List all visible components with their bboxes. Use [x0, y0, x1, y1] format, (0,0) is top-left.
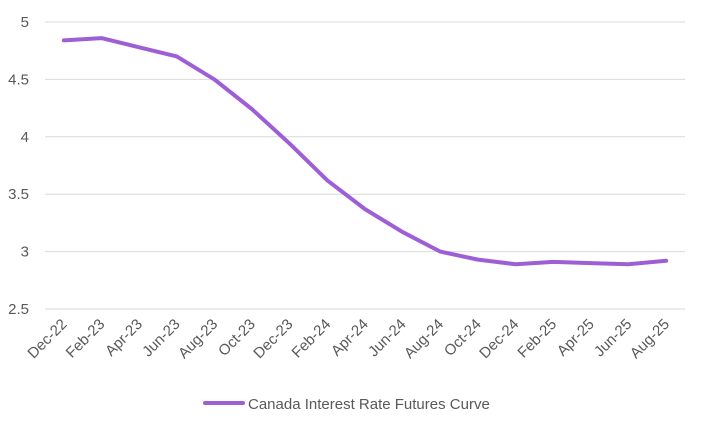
x-tick-label: Apr-24 — [328, 316, 372, 360]
x-tick-label: Jun-24 — [365, 316, 409, 360]
y-tick-label: 3.5 — [8, 186, 29, 203]
x-tick-label: Feb-24 — [289, 316, 335, 362]
x-tick-label: Aug-23 — [175, 316, 221, 362]
y-tick-label: 2.5 — [8, 301, 29, 318]
x-tick-label: Dec-24 — [476, 316, 522, 362]
y-tick-label: 3 — [21, 244, 29, 261]
y-tick-label: 4 — [21, 129, 29, 146]
x-tick-label: Apr-25 — [554, 316, 598, 360]
x-tick-label: Dec-22 — [24, 316, 70, 362]
x-tick-label: Jun-23 — [139, 316, 183, 360]
y-tick-label: 4.5 — [8, 71, 29, 88]
data-line — [61, 36, 669, 267]
legend-label: Canada Interest Rate Futures Curve — [248, 396, 490, 413]
x-tick-label: Dec-23 — [250, 316, 296, 362]
x-tick-label: Feb-23 — [63, 316, 109, 362]
x-tick-label: Feb-25 — [514, 316, 560, 362]
x-tick-label: Aug-24 — [401, 316, 447, 362]
x-tick-label: Jun-25 — [591, 316, 635, 360]
y-tick-label: 5 — [21, 14, 29, 31]
x-tick-label: Aug-25 — [627, 316, 673, 362]
x-tick-label: Apr-23 — [102, 316, 146, 360]
